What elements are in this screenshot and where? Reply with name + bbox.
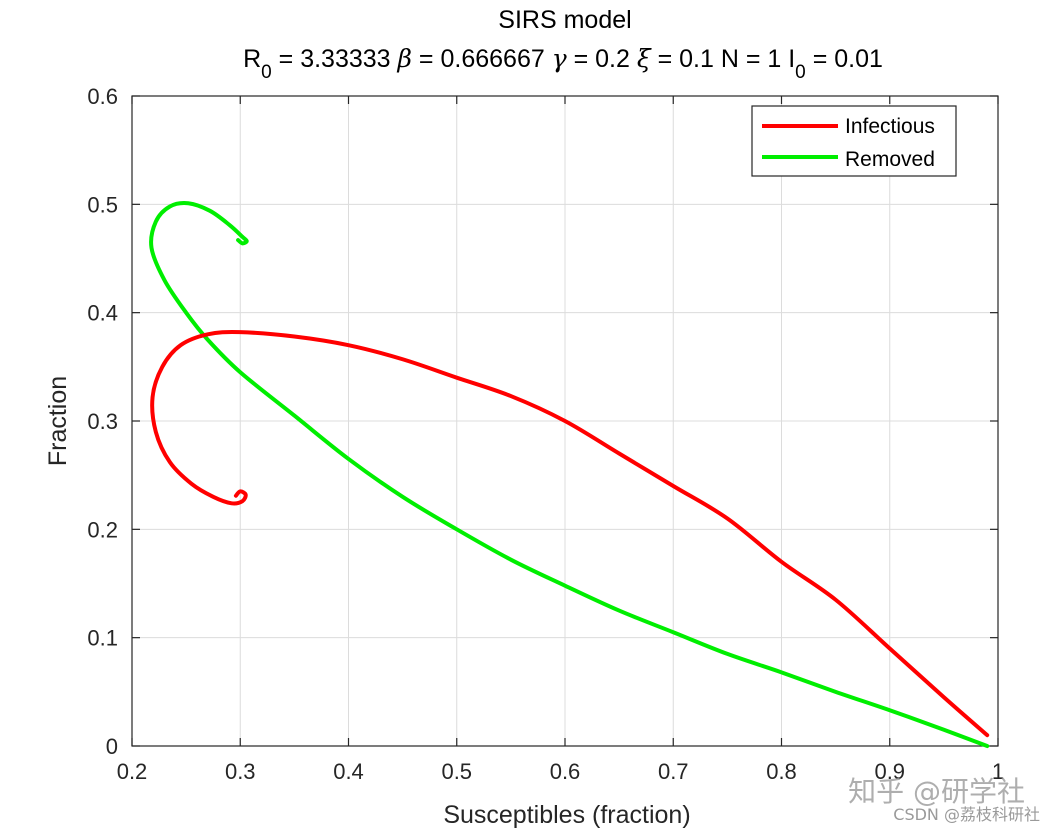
y-tick-label: 0.1 [87, 626, 118, 651]
y-tick-label: 0.3 [87, 409, 118, 434]
series-line-infectious [150, 330, 990, 738]
y-tick-label: 0 [106, 734, 118, 759]
watermark-sub: CSDN @荔枝科研社 [893, 805, 1040, 824]
x-axis-label: Susceptibles (fraction) [443, 801, 690, 829]
legend-box [751, 105, 957, 177]
y-tick-labels: 0 0.1 0.2 0.3 0.4 0.5 0.6 [87, 84, 118, 759]
series-line-removed [149, 201, 990, 748]
x-tick-label: 0.4 [333, 759, 364, 784]
axis-ticks [131, 95, 999, 747]
x-tick-label: 0.2 [117, 759, 148, 784]
x-tick-label: 0.3 [225, 759, 256, 784]
legend-label-infectious: Infectious [845, 115, 935, 138]
y-tick-label: 0.4 [87, 301, 118, 326]
x-tick-label: 0.9 [874, 759, 905, 784]
x-tick-label: 1 [992, 759, 1004, 784]
watermark-main: 知乎 @研学社 [848, 775, 1025, 808]
x-tick-label: 0.6 [550, 759, 581, 784]
series-layer [149, 201, 990, 748]
x-tick-label: 0.5 [441, 759, 472, 784]
y-tick-label: 0.6 [87, 84, 118, 109]
y-axis-label: Fraction [44, 376, 72, 466]
x-tick-label: 0.8 [766, 759, 797, 784]
x-tick-label: 0.7 [658, 759, 689, 784]
legend-label-removed: Removed [845, 148, 935, 171]
x-tick-labels: 0.2 0.3 0.4 0.5 0.6 0.7 0.8 0.9 1 [117, 759, 1004, 784]
chart-title: SIRS model [498, 6, 631, 34]
legend: Infectious Removed [751, 105, 957, 177]
y-tick-label: 0.5 [87, 192, 118, 217]
chart-subtitle: R0 = 3.33333 β = 0.666667 γ = 0.2 ξ = 0.… [243, 44, 883, 83]
y-tick-label: 0.2 [87, 517, 118, 542]
